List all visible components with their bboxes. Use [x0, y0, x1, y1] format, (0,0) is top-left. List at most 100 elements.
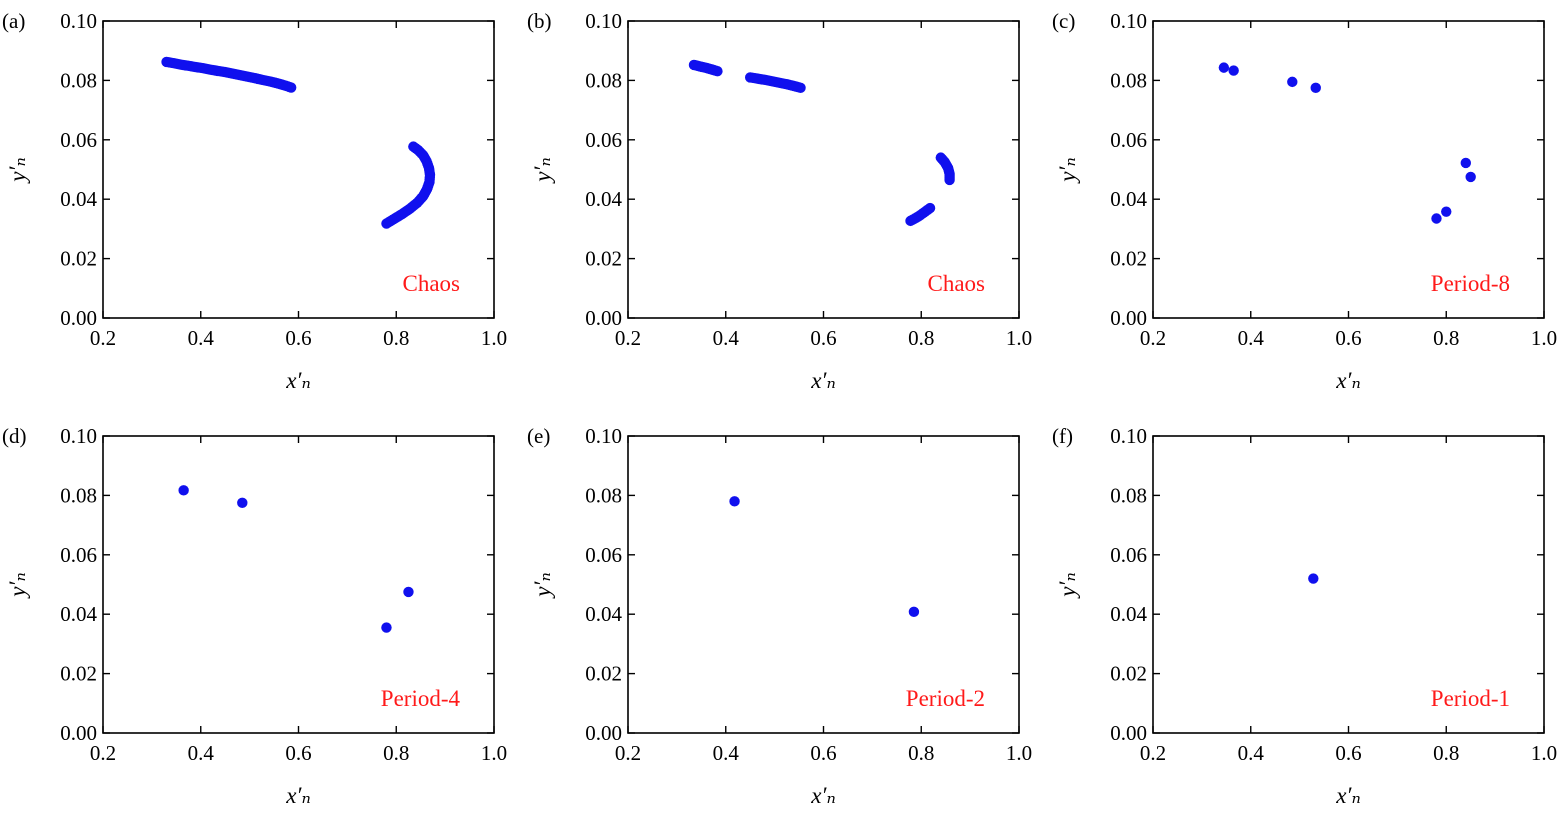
y-tick-label: 0.10 — [1110, 424, 1147, 448]
y-tick-label: 0.04 — [60, 187, 97, 211]
y-tick-label: 0.00 — [1110, 721, 1147, 745]
data-point — [908, 606, 920, 618]
panel-d: 0.2 0.4 0.6 0.8 1.0 0.00 0.02 0.04 0.06 0.08 0.10 x… — [2, 424, 507, 808]
y-tick-label: 0.02 — [60, 662, 97, 686]
x-tick-label: 0.2 — [615, 326, 641, 350]
y-tick-label: 0.06 — [1110, 128, 1147, 152]
series — [1308, 573, 1319, 584]
y-tick-label: 0.06 — [585, 128, 622, 152]
x-tick-label: 1.0 — [1531, 326, 1557, 350]
panel-label: (d) — [2, 424, 27, 448]
x-tick-label: 0.4 — [713, 326, 740, 350]
x-tick-label: 0.8 — [908, 326, 934, 350]
x-tick-label: 0.8 — [908, 741, 934, 765]
panel-label: (c) — [1052, 9, 1075, 33]
y-tick-label: 0.00 — [585, 306, 622, 330]
y-tick-label: 0.04 — [585, 602, 622, 626]
x-tick-label: 0.8 — [1433, 326, 1459, 350]
y-tick-label: 0.10 — [585, 9, 622, 33]
x-tick-label: 0.8 — [1433, 741, 1459, 765]
x-tick-label: 0.2 — [615, 741, 641, 765]
data-point — [1460, 157, 1472, 169]
y-tick-label: 0.02 — [1110, 662, 1147, 686]
y-tick-label: 0.08 — [1110, 68, 1147, 92]
x-axis-label: x′ₙ — [1335, 783, 1361, 808]
y-tick-label: 0.10 — [60, 9, 97, 33]
data-point — [1287, 76, 1298, 88]
x-tick-label: 1.0 — [481, 741, 507, 765]
y-axis-label: y′ₙ — [5, 572, 30, 599]
y-tick-label: 0.06 — [60, 128, 97, 152]
x-tick-label: 0.4 — [1238, 741, 1265, 765]
y-axis-label: y′ₙ — [1055, 157, 1080, 184]
y-axis-label: y′ₙ — [530, 157, 555, 184]
y-tick-label: 0.10 — [585, 424, 622, 448]
y-tick-label: 0.00 — [1110, 306, 1147, 330]
data-point — [944, 172, 955, 184]
y-tick-label: 0.08 — [585, 68, 622, 92]
data-point — [403, 586, 414, 598]
y-tick-label: 0.00 — [60, 721, 97, 745]
data-point — [1228, 65, 1239, 76]
y-tick-label: 0.08 — [585, 483, 622, 507]
data-point — [383, 217, 394, 228]
x-tick-label: 0.6 — [285, 741, 311, 765]
data-point — [178, 485, 189, 496]
y-tick-label: 0.10 — [1110, 9, 1147, 33]
x-tick-label: 0.2 — [1140, 326, 1166, 350]
panel-label: (f) — [1052, 424, 1073, 448]
panel-a: 0.2 0.4 0.6 0.8 1.0 0.00 0.02 0.04 0.06 0.08 0.10 x… — [2, 9, 507, 393]
y-tick-label: 0.08 — [60, 68, 97, 92]
data-point — [1431, 213, 1442, 224]
x-axis-label: x′ₙ — [285, 783, 311, 808]
x-axis-label: x′ₙ — [810, 783, 836, 808]
data-point — [1308, 573, 1319, 584]
regime-annotation: Chaos — [403, 271, 461, 296]
panel-b: 0.2 0.4 0.6 0.8 1.0 0.00 0.02 0.04 0.06 0.08 0.10 x… — [527, 9, 1032, 393]
y-tick-label: 0.08 — [60, 483, 97, 507]
x-tick-label: 1.0 — [1006, 326, 1032, 350]
x-tick-label: 0.6 — [810, 741, 836, 765]
x-tick-label: 0.8 — [383, 741, 409, 765]
series — [688, 59, 955, 227]
y-tick-label: 0.08 — [1110, 483, 1147, 507]
x-tick-label: 0.6 — [1335, 741, 1361, 765]
data-point — [710, 65, 721, 76]
x-axis-label: x′ₙ — [1335, 368, 1361, 393]
y-tick-label: 0.10 — [60, 424, 97, 448]
x-axis-label: x′ₙ — [810, 368, 836, 393]
x-tick-label: 0.4 — [713, 741, 740, 765]
y-tick-label: 0.06 — [1110, 543, 1147, 567]
regime-annotation: Period-1 — [1431, 686, 1510, 711]
y-tick-label: 0.02 — [60, 247, 97, 271]
x-axis-label: x′ₙ — [285, 368, 311, 393]
x-tick-label: 1.0 — [481, 326, 507, 350]
y-tick-label: 0.04 — [1110, 187, 1147, 211]
data-point — [381, 622, 392, 633]
panel-label: (e) — [527, 424, 550, 448]
panel-e: 0.2 0.4 0.6 0.8 1.0 0.00 0.02 0.04 0.06 0.08 0.10 x… — [527, 424, 1032, 808]
regime-annotation: Chaos — [928, 271, 986, 296]
y-axis-label: y′ₙ — [1055, 572, 1080, 599]
data-point — [729, 496, 740, 507]
x-tick-label: 0.4 — [188, 741, 215, 765]
x-tick-label: 0.2 — [1140, 741, 1166, 765]
y-tick-label: 0.02 — [585, 662, 622, 686]
panel-c: 0.2 0.4 0.6 0.8 1.0 0.00 0.02 0.04 0.06 0.08 0.10 x… — [1052, 9, 1557, 393]
regime-annotation: Period-4 — [381, 686, 461, 711]
data-point — [907, 214, 918, 225]
series — [178, 485, 414, 633]
y-tick-label: 0.04 — [60, 602, 97, 626]
series — [161, 56, 436, 229]
data-point — [1218, 62, 1230, 73]
data-point — [1441, 206, 1452, 217]
series — [729, 496, 920, 618]
y-tick-label: 0.02 — [1110, 247, 1147, 271]
x-tick-label: 0.4 — [188, 326, 215, 350]
y-tick-label: 0.04 — [585, 187, 622, 211]
y-tick-label: 0.06 — [585, 543, 622, 567]
y-tick-label: 0.04 — [1110, 602, 1147, 626]
x-tick-label: 1.0 — [1531, 741, 1557, 765]
